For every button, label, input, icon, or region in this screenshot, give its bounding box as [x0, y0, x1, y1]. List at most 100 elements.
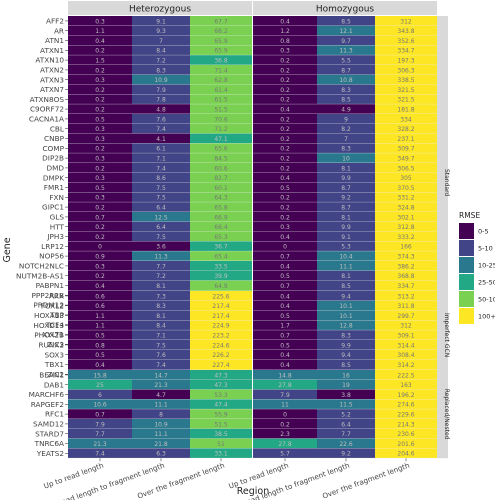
- heatmap-cell: [375, 330, 437, 340]
- heatmap-cell: [190, 419, 252, 429]
- heatmap-cell: [68, 409, 132, 419]
- gene-label: PPP2R2B: [31, 291, 64, 300]
- cell-value-label: 51.5: [214, 421, 228, 428]
- cell-value-label: 7.8: [156, 97, 166, 104]
- heatmap-cell: [253, 370, 317, 380]
- cell-value-label: 334.7: [397, 48, 414, 55]
- heatmap-cell: [68, 251, 132, 261]
- heatmap-cell: [190, 153, 252, 163]
- cell-value-label: 6.3: [156, 451, 166, 458]
- cell-value-label: 0.3: [95, 263, 105, 270]
- cell-value-label: 22.6: [339, 441, 353, 448]
- legend-label: 5-10: [478, 245, 493, 253]
- cell-value-label: 321.5: [397, 97, 414, 104]
- cell-value-label: 0.4: [280, 263, 290, 270]
- heatmap-cell: [253, 251, 317, 261]
- cell-value-label: 7.7: [341, 431, 351, 438]
- heatmap-cell: [132, 370, 190, 380]
- cell-value-label: 0.2: [95, 273, 105, 280]
- cell-value-label: 8.5: [341, 97, 351, 104]
- cell-value-label: 9.9: [341, 175, 351, 182]
- heatmap-plot-area: Heterozygous Homozygous Standard AFF2 0.3 9.1…: [16, 1, 495, 500]
- heatmap-cell: [375, 231, 437, 242]
- heatmap-cell: [68, 123, 132, 134]
- legend-label: 25-50: [478, 279, 495, 287]
- cell-value-label: 21.8: [154, 441, 168, 448]
- gene-label: MARCHF6: [29, 390, 65, 399]
- cell-value-label: 21.3: [93, 441, 107, 448]
- cell-value-label: 1.1: [95, 323, 105, 330]
- cell-value-label: 6: [98, 392, 102, 399]
- heatmap-cell: [68, 114, 132, 124]
- cell-value-label: 39.9: [214, 273, 228, 280]
- cell-value-label: 7.5: [156, 342, 166, 349]
- heatmap-cell: [253, 25, 317, 36]
- heatmap-cell: [132, 280, 190, 291]
- cell-value-label: 3.8: [341, 392, 351, 399]
- gene-label: RUNX2: [38, 341, 64, 350]
- cell-value-label: 7.4: [156, 165, 166, 172]
- cell-value-label: 0.2: [280, 205, 290, 212]
- gene-label: TBX1: [44, 360, 64, 369]
- heatmap-cell: [190, 409, 252, 419]
- heatmap-cell: [375, 172, 437, 183]
- heatmap-cell: [190, 221, 252, 232]
- cell-value-label: 0.2: [280, 126, 290, 133]
- cell-value-label: 0.5: [280, 313, 290, 320]
- cell-value-label: 334.7: [397, 283, 414, 290]
- cell-value-label: 0.3: [95, 156, 105, 163]
- gene-label: CACNA1A: [29, 115, 64, 124]
- heatmap-cell: [317, 428, 375, 439]
- heatmap-cell: [190, 74, 252, 85]
- heatmap-cell: [190, 143, 252, 153]
- heatmap-cell: [132, 123, 190, 134]
- heatmap-cell: [317, 231, 375, 242]
- heatmap-cell: [132, 251, 190, 261]
- gene-label: SOX3: [44, 350, 64, 359]
- heatmap-cell: [375, 261, 437, 271]
- heatmap-cell: [317, 153, 375, 163]
- heatmap-cell: [190, 330, 252, 340]
- cell-value-label: 8.3: [156, 303, 166, 310]
- panel-strip-1: [437, 291, 448, 380]
- gene-label: DMPK: [43, 173, 64, 182]
- cell-value-label: 60.6: [214, 165, 228, 172]
- cell-value-label: 7: [159, 38, 163, 45]
- heatmap-cell: [253, 291, 317, 301]
- heatmap-cell: [317, 192, 375, 202]
- cell-value-label: 1.7: [280, 323, 290, 330]
- heatmap-cell: [253, 241, 317, 251]
- heatmap-cell: [375, 65, 437, 75]
- cell-value-label: 0.2: [95, 234, 105, 241]
- cell-value-label: 7.9: [280, 392, 290, 399]
- heatmap-cell: [132, 143, 190, 153]
- cell-value-label: 7.3: [156, 293, 166, 300]
- cell-value-label: 0.6: [95, 303, 105, 310]
- heatmap-cell: [132, 35, 190, 46]
- cell-value-label: 0.8: [95, 342, 105, 349]
- heatmap-cell: [317, 409, 375, 419]
- heatmap-cell: [375, 399, 437, 409]
- cell-value-label: 16: [342, 372, 350, 379]
- heatmap-cell: [132, 310, 190, 321]
- heatmap-cell: [132, 182, 190, 193]
- cell-value-label: 225.6: [212, 293, 229, 300]
- heatmap-cell: [190, 94, 252, 104]
- gene-label: ATXN1: [40, 46, 64, 55]
- cell-value-label: 343.8: [397, 28, 414, 35]
- cell-value-label: 10.9: [154, 421, 168, 428]
- panel-strip-label: Standard: [443, 169, 450, 196]
- cell-value-label: 311.8: [397, 303, 414, 310]
- cell-value-label: 328.2: [397, 126, 414, 133]
- legend-label: 10-25: [478, 262, 495, 270]
- heatmap-cell: [68, 192, 132, 202]
- gene-label: ATXN7: [40, 85, 64, 94]
- cell-value-label: 8.5: [341, 283, 351, 290]
- heatmap-cell: [317, 370, 375, 380]
- cell-value-label: 5.7: [280, 451, 290, 458]
- cell-value-label: 0.4: [280, 107, 290, 114]
- heatmap-cell: [375, 74, 437, 85]
- cell-value-label: 27.8: [278, 441, 292, 448]
- heatmap-cell: [375, 409, 437, 419]
- cell-value-label: 5.3: [341, 244, 351, 251]
